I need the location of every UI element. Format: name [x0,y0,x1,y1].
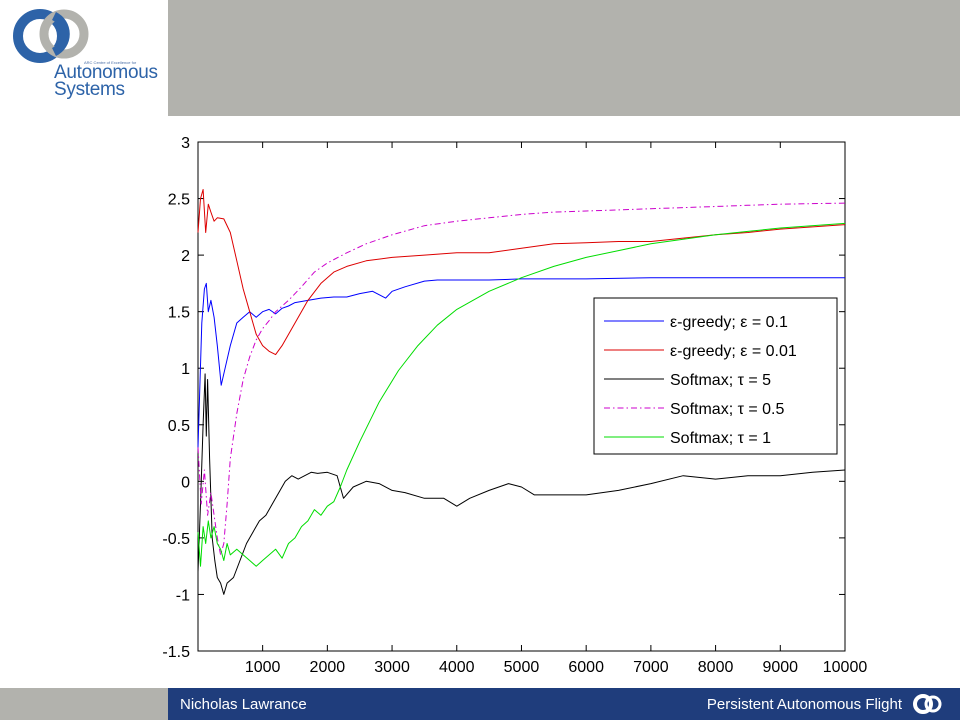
legend-label-0: ε-greedy; ε = 0.1 [670,314,788,331]
y-tick-label: 3 [181,135,190,152]
y-axis-ticks: -1.5 -1 -0.5 0 0.5 1 1.5 2 2.5 3 [162,135,845,661]
x-tick-label: 7000 [633,659,669,676]
footer-left-block [0,688,168,720]
x-tick-label: 6000 [568,659,604,676]
series-line-1 [197,189,846,356]
y-tick-label: 1.5 [168,305,190,322]
legend-label-2: Softmax; τ = 5 [670,372,771,389]
series-layer [197,189,846,595]
x-tick-label: 10000 [823,659,868,676]
x-tick-label: 5000 [504,659,540,676]
logo-title: Autonomous Systems [54,62,158,100]
x-tick-label: 3000 [374,659,410,676]
logo-line-2: Systems [54,79,125,100]
x-tick-label: 9000 [762,659,798,676]
logo-small-text: ARC Centre of Excellence for [84,60,137,65]
legend-box [593,297,838,455]
footer-bar: Nicholas Lawrance Persistent Autonomous … [168,688,960,720]
acfr-swirl-logo-small-icon [913,694,942,714]
footer-author: Nicholas Lawrance [180,696,307,713]
footer-title: Persistent Autonomous Flight [706,696,902,713]
y-tick-label: 2.5 [168,192,190,209]
legend-label-3: Softmax; τ = 0.5 [670,401,784,418]
x-tick-label: 8000 [698,659,734,676]
series-line-4 [197,222,846,567]
y-tick-label: -0.5 [162,531,190,548]
x-axis-ticks: 1000 2000 3000 4000 5000 6000 7000 8000 9000 1000… [245,142,867,676]
legend-label-4: Softmax; τ = 1 [670,430,771,447]
acfr-swirl-logo-icon [13,9,89,63]
logo-area: ARC Centre of Excellence for Autonomous … [0,0,168,116]
y-tick-label: 2 [181,248,190,265]
y-tick-label: -1.5 [162,644,190,661]
line-chart: 1000 2000 3000 4000 5000 6000 7000 8000 9000 1000… [162,135,867,676]
legend: ε-greedy; ε = 0.1 ε-greedy; ε = 0.01 Softm… [593,297,838,455]
series-line-0 [197,277,845,448]
legend-label-1: ε-greedy; ε = 0.01 [670,343,797,360]
x-tick-label: 4000 [439,659,475,676]
y-tick-label: -1 [176,587,190,604]
y-tick-label: 0.5 [168,418,190,435]
y-tick-label: 1 [181,361,190,378]
series-line-3 [197,202,846,556]
series-line-2 [197,373,846,595]
logo-line-1: Autonomous [54,62,158,83]
y-tick-label: 0 [181,474,190,491]
header-bar [168,0,960,116]
x-tick-label: 2000 [310,659,346,676]
x-tick-label: 1000 [245,659,281,676]
